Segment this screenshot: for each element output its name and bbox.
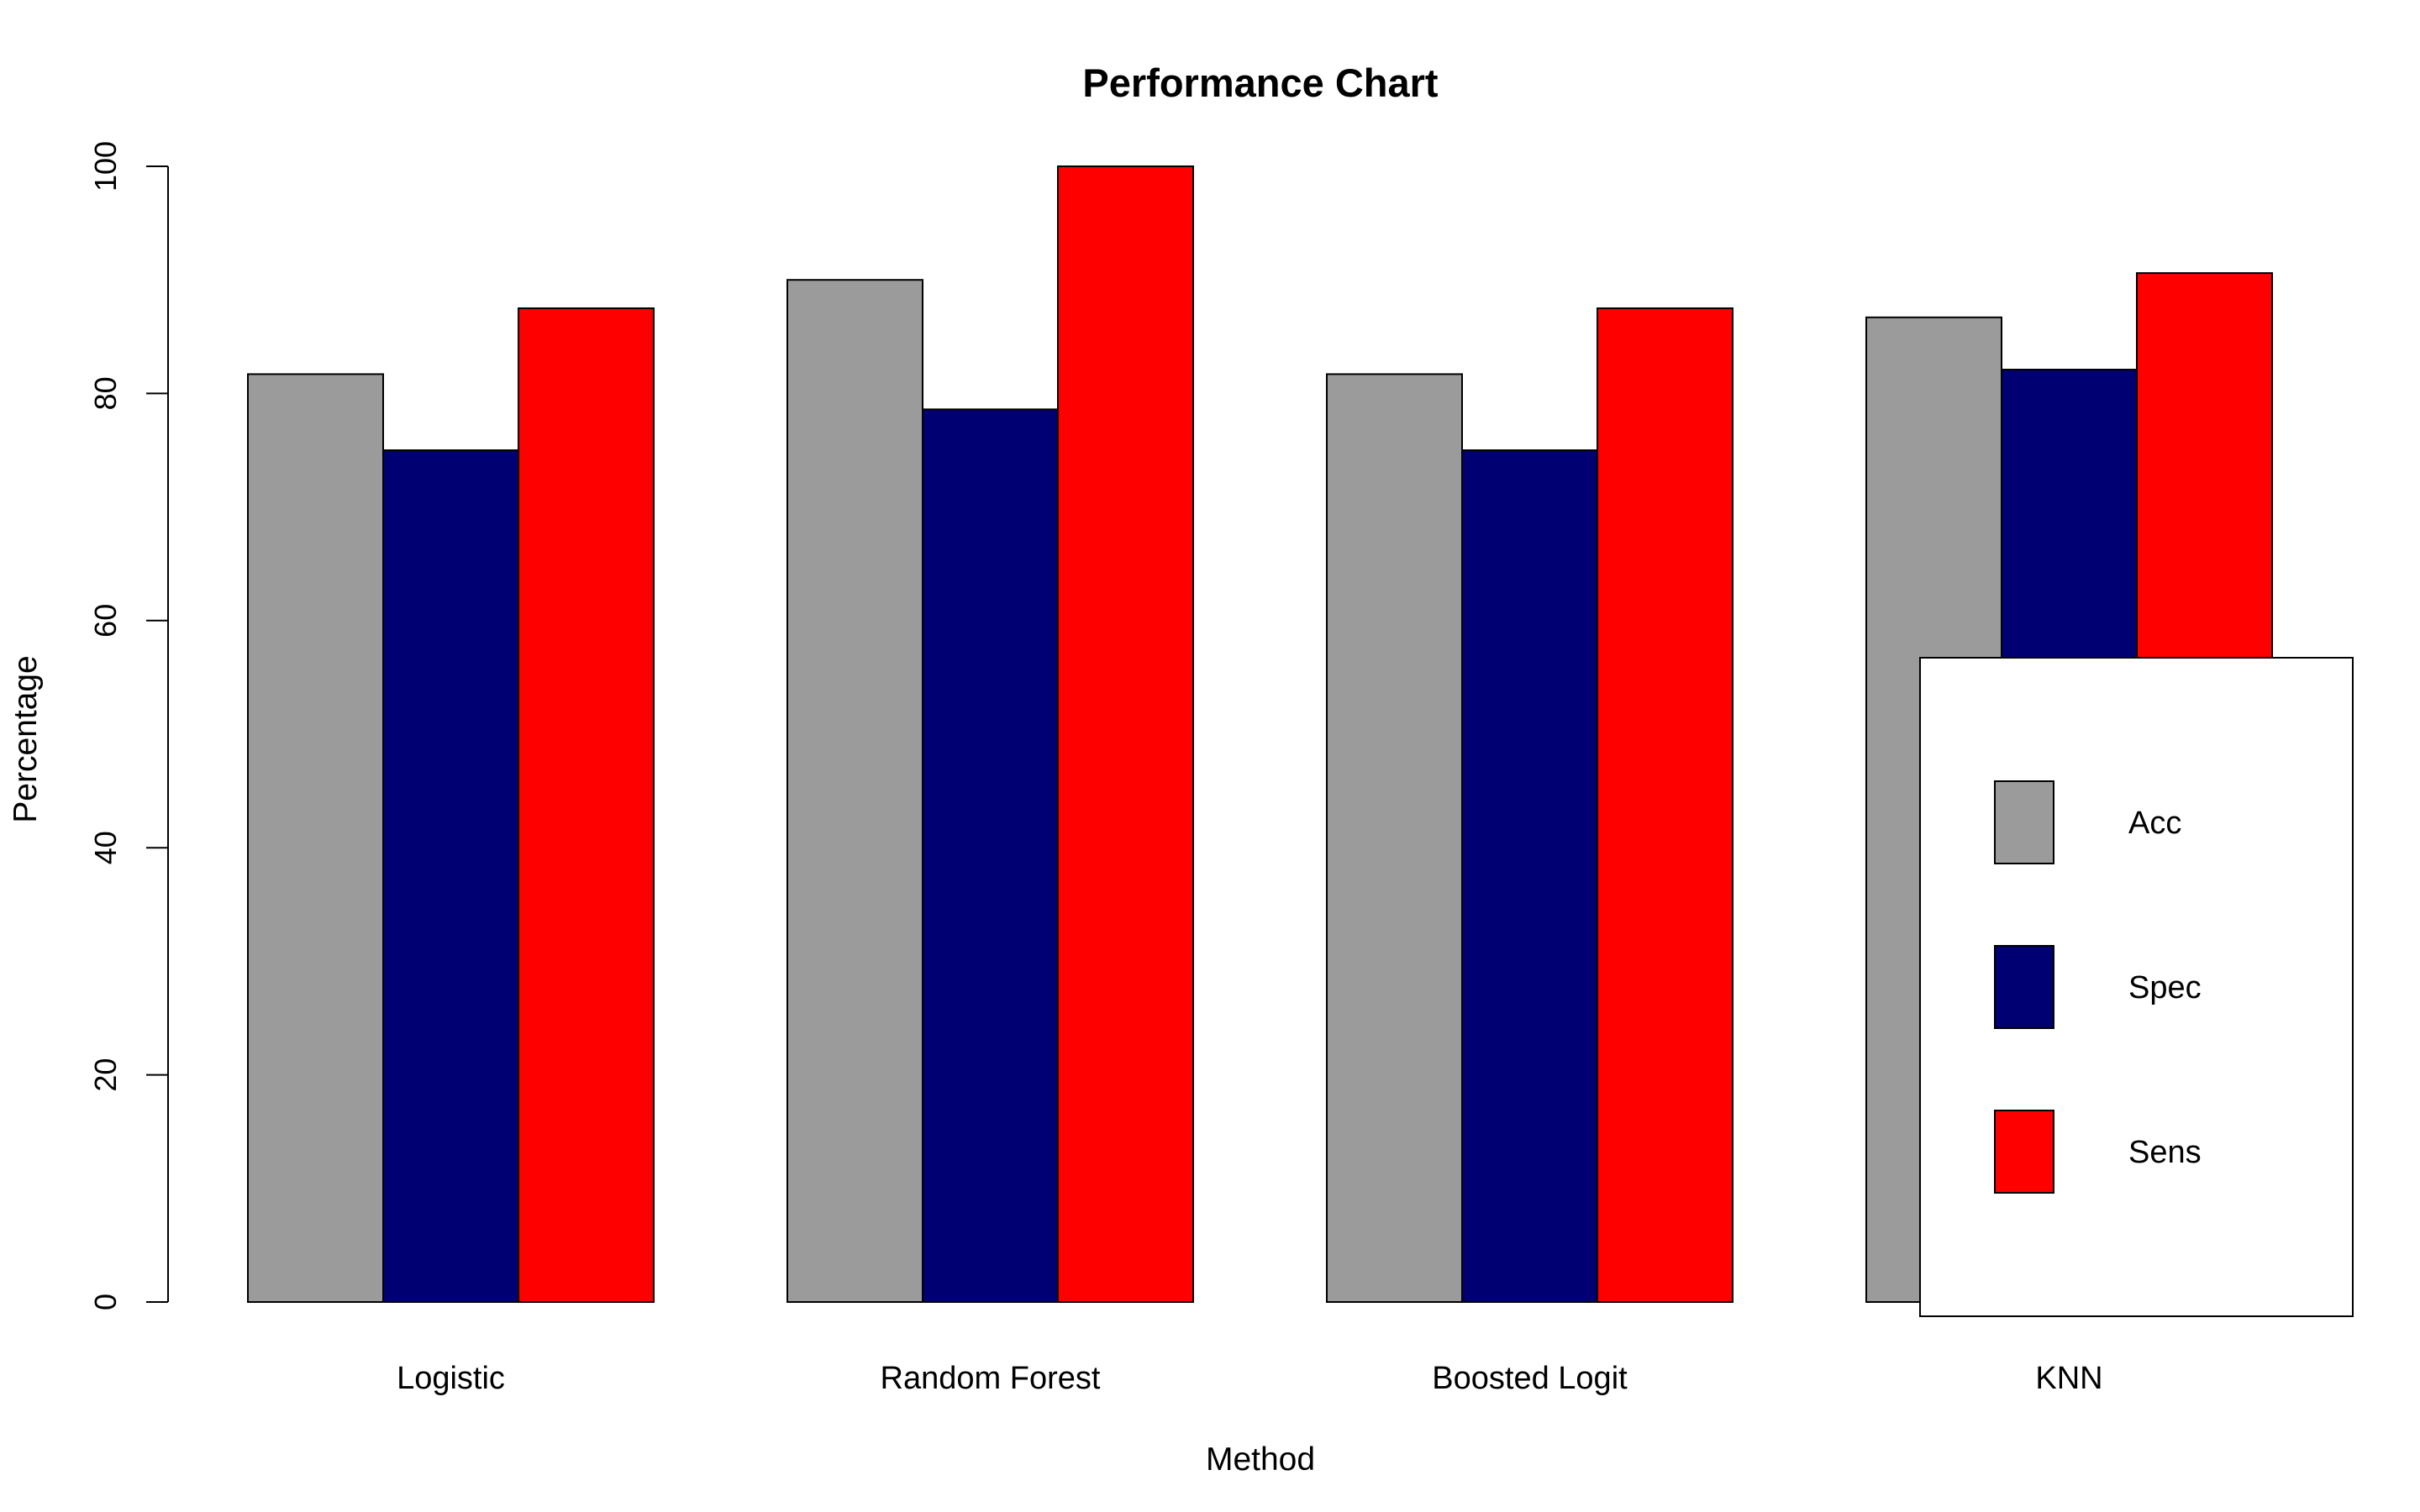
legend-box	[1919, 657, 2354, 1317]
y-tick-label: 100	[88, 141, 123, 192]
bars	[247, 165, 2273, 1304]
bar-acc	[786, 279, 923, 1304]
bar-sens	[518, 307, 655, 1303]
bar-acc	[1326, 373, 1463, 1303]
y-axis-label: Percentage	[8, 655, 44, 822]
y-tick-label: 40	[88, 831, 123, 864]
bar-spec	[1461, 449, 1598, 1303]
legend-swatch-spec	[1994, 945, 2054, 1029]
chart-title: Performance Chart	[1082, 60, 1438, 105]
x-axis-labels: Logistic Random Forest Boosted Logit KNN	[397, 1361, 2103, 1396]
y-tick-label: 20	[88, 1058, 123, 1092]
legend-swatch-sens	[1994, 1110, 2054, 1194]
bar-sens	[1057, 165, 1194, 1303]
y-tick-label: 0	[88, 1294, 123, 1310]
bar-spec	[922, 408, 1059, 1303]
x-tick-label: Random Forest	[881, 1361, 1101, 1396]
legend-swatch-acc	[1994, 780, 2054, 864]
legend-label-spec: Spec	[2128, 970, 2202, 1005]
bar-acc	[247, 373, 384, 1303]
bar-spec	[382, 449, 519, 1303]
x-tick-label: Logistic	[397, 1361, 505, 1396]
legend: Acc Spec Sens	[1919, 657, 2354, 1317]
x-tick-label: KNN	[2035, 1361, 2102, 1396]
y-tick-label: 60	[88, 604, 123, 638]
legend-label-acc: Acc	[2128, 806, 2181, 841]
x-axis-label: Method	[1206, 1441, 1315, 1478]
y-axis: 0 20 40 60 80 100	[88, 141, 169, 1310]
y-tick-label: 80	[88, 376, 123, 410]
legend-label-sens: Sens	[2128, 1135, 2202, 1170]
bar-sens	[1597, 307, 1733, 1303]
x-tick-label: Boosted Logit	[1432, 1361, 1628, 1396]
